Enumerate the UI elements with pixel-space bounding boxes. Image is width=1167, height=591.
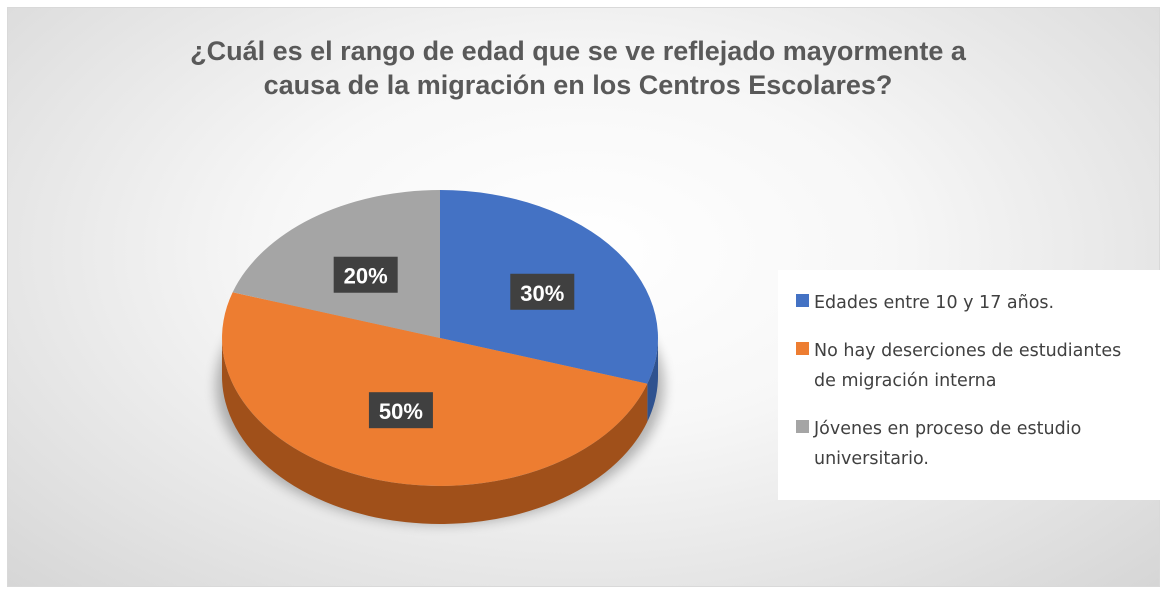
- data-label-1: 50%: [368, 392, 433, 429]
- pie-slice-1: [222, 292, 648, 486]
- data-label-box-2: [333, 256, 398, 293]
- chart-title: ¿Cuál es el rango de edad que se ve refl…: [98, 34, 1058, 102]
- data-label-text-2: 20%: [344, 264, 388, 289]
- pie-chart: 30% 50% 20%: [216, 190, 664, 524]
- legend-swatch-0: [796, 294, 809, 307]
- legend-swatch-2: [796, 420, 809, 433]
- data-label-text-1: 50%: [379, 399, 423, 424]
- data-label-0: 30%: [510, 273, 575, 310]
- legend-item-2: Jóvenes en proceso de estudio universita…: [796, 414, 1166, 474]
- data-label-box-1: [368, 392, 433, 429]
- data-label-2: 20%: [333, 256, 398, 293]
- data-label-text-0: 30%: [520, 281, 564, 306]
- legend-label-2: Jóvenes en proceso de estudio universita…: [814, 419, 1082, 469]
- chart-area: ¿Cuál es el rango de edad que se ve refl…: [7, 7, 1166, 587]
- legend-item-1: No hay deserciones de estudiantes de mig…: [796, 336, 1166, 396]
- legend-item-0: Edades entre 10 y 17 años.: [796, 288, 1166, 318]
- legend-label-0: Edades entre 10 y 17 años.: [814, 293, 1055, 313]
- chart-title-line-2: causa de la migración en los Centros Esc…: [263, 70, 893, 100]
- pie-slice-side-0: [647, 338, 658, 422]
- pie-slice-side-1: [222, 338, 648, 524]
- data-label-box-0: [510, 273, 575, 310]
- chart-title-line-1: ¿Cuál es el rango de edad que se ve refl…: [190, 36, 966, 66]
- legend-label-1: No hay deserciones de estudiantes de mig…: [814, 341, 1122, 391]
- legend-swatch-1: [796, 342, 809, 355]
- chart-legend: Edades entre 10 y 17 años. No hay deserc…: [778, 270, 1166, 500]
